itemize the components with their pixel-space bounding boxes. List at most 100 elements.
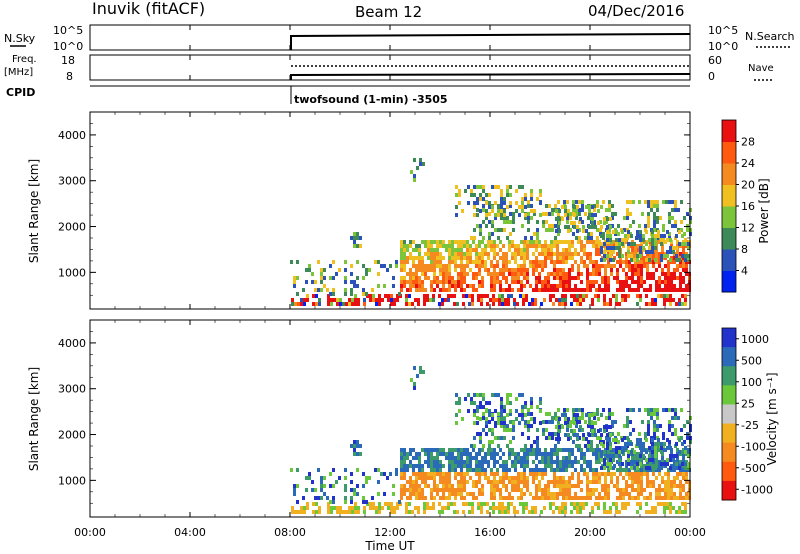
velocity-cell bbox=[475, 484, 478, 488]
power-cell bbox=[430, 288, 433, 292]
velocity-cell bbox=[625, 460, 628, 464]
power-cell bbox=[520, 288, 523, 292]
power-cell bbox=[594, 225, 597, 229]
velocity-cell bbox=[675, 466, 678, 470]
power-cell bbox=[589, 272, 592, 276]
velocity-cell bbox=[476, 405, 479, 409]
velocity-cell bbox=[541, 452, 544, 456]
power-cell bbox=[660, 242, 663, 246]
nsearch-tick-top: 10^5 bbox=[708, 24, 738, 37]
power-cell bbox=[677, 208, 680, 212]
power-cell bbox=[525, 298, 528, 302]
velocity-cell bbox=[601, 496, 604, 500]
velocity-cell bbox=[526, 488, 529, 492]
power-cell bbox=[523, 256, 526, 260]
velocity-cell bbox=[448, 464, 451, 468]
velocity-cell bbox=[405, 506, 408, 510]
velocity-cell bbox=[493, 464, 496, 468]
velocity-cell bbox=[654, 510, 657, 514]
velocity-cell bbox=[553, 476, 556, 480]
power-cell bbox=[523, 252, 526, 256]
velocity-cell bbox=[607, 468, 610, 472]
velocity-cell bbox=[522, 502, 525, 506]
velocity-cell bbox=[640, 480, 643, 484]
power-cell bbox=[674, 224, 677, 228]
power-cell bbox=[548, 212, 551, 216]
velocity-cell bbox=[554, 412, 557, 416]
power-cell bbox=[514, 252, 517, 256]
power-cell bbox=[359, 244, 362, 248]
velocity-cell bbox=[562, 476, 565, 480]
velocity-cell bbox=[627, 462, 630, 466]
power-cell bbox=[674, 200, 677, 204]
power-cell bbox=[418, 248, 421, 252]
power-cell bbox=[493, 288, 496, 292]
velocity-cell bbox=[556, 456, 559, 460]
power-cell bbox=[344, 288, 347, 292]
power-cell bbox=[497, 228, 500, 232]
power-cell bbox=[571, 252, 574, 256]
velocity-cell bbox=[500, 436, 503, 440]
velocity-cell bbox=[535, 496, 538, 500]
velocity-cell bbox=[666, 502, 669, 506]
velocity-cell bbox=[353, 488, 356, 492]
velocity-cell bbox=[448, 484, 451, 488]
power-cell bbox=[485, 209, 488, 213]
velocity-cell bbox=[636, 502, 639, 506]
velocity-cell bbox=[430, 468, 433, 472]
velocity-cell bbox=[505, 472, 508, 476]
velocity-cell bbox=[494, 393, 497, 397]
velocity-cell bbox=[436, 484, 439, 488]
power-cell bbox=[436, 240, 439, 244]
power-cell bbox=[369, 298, 372, 302]
velocity-cell bbox=[580, 452, 583, 456]
power-cell bbox=[545, 204, 548, 208]
colorbar-swatch bbox=[722, 328, 736, 348]
power-cell bbox=[497, 236, 500, 240]
power-cell bbox=[409, 276, 412, 280]
power-cell bbox=[676, 240, 679, 244]
power-cell bbox=[645, 302, 648, 306]
velocity-cell bbox=[505, 468, 508, 472]
power-cell bbox=[669, 294, 672, 298]
velocity-cell bbox=[493, 472, 496, 476]
velocity-cell bbox=[564, 421, 567, 425]
velocity-cell bbox=[558, 437, 561, 441]
velocity-cell bbox=[562, 468, 565, 472]
power-cell bbox=[658, 256, 661, 260]
velocity-cell bbox=[490, 448, 493, 452]
power-cell bbox=[604, 284, 607, 288]
colorbar-tick-label: 28 bbox=[741, 136, 755, 149]
power-cell bbox=[558, 302, 561, 306]
velocity-cell bbox=[455, 401, 458, 405]
velocity-cell bbox=[592, 488, 595, 492]
power-cell bbox=[551, 212, 554, 216]
velocity-cell bbox=[664, 480, 667, 484]
power-cell bbox=[666, 250, 669, 254]
power-cell bbox=[647, 200, 650, 204]
velocity-cell bbox=[478, 488, 481, 492]
velocity-cell bbox=[611, 420, 614, 424]
velocity-cell bbox=[463, 484, 466, 488]
velocity-cell bbox=[672, 454, 675, 458]
power-cell bbox=[473, 205, 476, 209]
power-cell bbox=[544, 252, 547, 256]
power-cell bbox=[493, 280, 496, 284]
power-cell bbox=[421, 288, 424, 292]
velocity-cell bbox=[673, 492, 676, 496]
velocity-cell bbox=[507, 506, 510, 510]
velocity-cell bbox=[508, 448, 511, 452]
velocity-cell bbox=[541, 460, 544, 464]
velocity-cell bbox=[654, 454, 657, 458]
velocity-cell bbox=[400, 488, 403, 492]
velocity-cell bbox=[488, 413, 491, 417]
velocity-cell bbox=[571, 496, 574, 500]
power-cell bbox=[442, 276, 445, 280]
power-cell bbox=[312, 302, 315, 306]
power-cell bbox=[442, 272, 445, 276]
velocity-cell bbox=[681, 450, 684, 454]
velocity-cell bbox=[460, 460, 463, 464]
power-cell bbox=[628, 284, 631, 288]
power-cell bbox=[506, 185, 509, 189]
power-cell bbox=[469, 268, 472, 272]
